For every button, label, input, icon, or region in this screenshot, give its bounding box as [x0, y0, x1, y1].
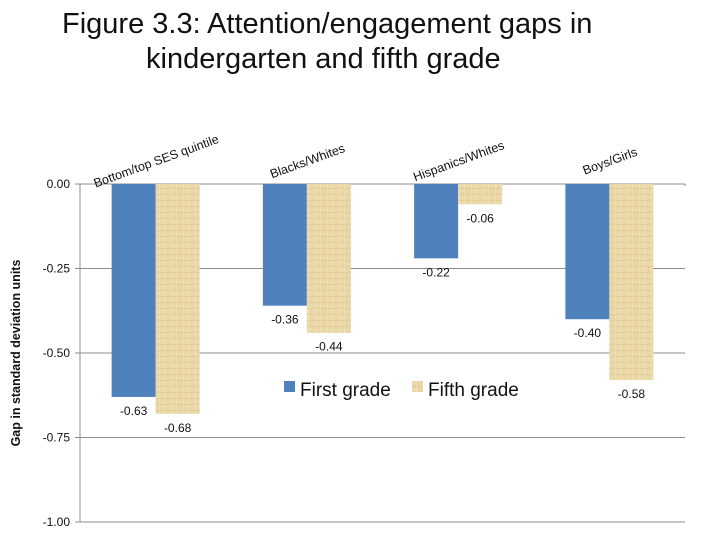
y-tick-label: 0.00	[47, 177, 71, 191]
bar-fifth-grade	[609, 184, 654, 381]
data-label: -0.06	[466, 211, 494, 225]
y-tick-label: -0.50	[43, 346, 71, 360]
legend-label-fifth-grade: Fifth grade	[428, 380, 519, 401]
bar-first-grade	[414, 184, 459, 259]
bar-fifth-grade	[458, 184, 503, 205]
chart-title-line2: kindergarten and fifth grade	[146, 43, 501, 75]
category-label: Bottom/top SES quintile	[92, 132, 221, 190]
y-tick-label: -0.75	[43, 431, 71, 445]
category-label: Boys/Girls	[581, 145, 639, 178]
data-label: -0.58	[618, 387, 646, 401]
data-label: -0.44	[315, 340, 343, 354]
legend-label-first-grade: First grade	[300, 380, 391, 401]
legend-swatch-fifth-grade	[412, 381, 423, 392]
bar-fifth-grade	[306, 184, 351, 333]
bar-first-grade	[565, 184, 610, 320]
y-axis-label: Gap in standard deviation units	[9, 260, 23, 447]
y-tick-label: -0.25	[43, 262, 71, 276]
data-label: -0.40	[574, 326, 602, 340]
bar-fifth-grade	[155, 184, 200, 414]
data-label: -0.36	[271, 313, 299, 327]
category-label: Hispanics/Whites	[411, 138, 506, 184]
category-label: Blacks/Whites	[268, 141, 347, 181]
legend-swatch-first-grade	[284, 381, 295, 392]
y-tick-label: -1.00	[43, 515, 71, 529]
data-label: -0.68	[164, 421, 192, 435]
data-label: -0.22	[422, 265, 450, 279]
data-label: -0.63	[120, 404, 148, 418]
bar-first-grade	[111, 184, 156, 397]
chart-title-line1: Figure 3.3: Attention/engagement gaps in	[62, 8, 593, 40]
bar-first-grade	[262, 184, 307, 306]
